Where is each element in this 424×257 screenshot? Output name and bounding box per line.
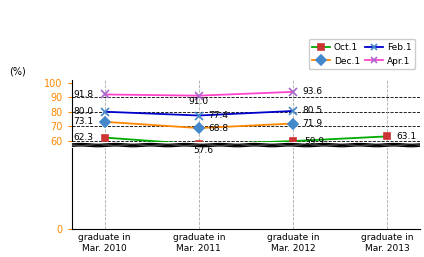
- Text: 80.0: 80.0: [73, 107, 93, 116]
- Text: (%): (%): [9, 67, 26, 77]
- Legend: Oct.1, Dec.1, Feb.1, Apr.1: Oct.1, Dec.1, Feb.1, Apr.1: [309, 39, 416, 69]
- Bar: [72, 142, 420, 148]
- Text: 71.9: 71.9: [302, 119, 322, 128]
- Text: 63.1: 63.1: [396, 132, 416, 141]
- Text: 57.6: 57.6: [193, 146, 214, 155]
- Text: 73.1: 73.1: [73, 117, 93, 126]
- Text: 59.9: 59.9: [304, 136, 324, 145]
- Text: 68.8: 68.8: [208, 124, 228, 133]
- Text: 91.0: 91.0: [189, 97, 209, 106]
- Text: 62.3: 62.3: [73, 133, 93, 142]
- Text: 77.4: 77.4: [208, 111, 228, 120]
- Text: 91.8: 91.8: [73, 90, 93, 99]
- Text: 93.6: 93.6: [302, 87, 322, 96]
- Text: 80.5: 80.5: [302, 106, 322, 115]
